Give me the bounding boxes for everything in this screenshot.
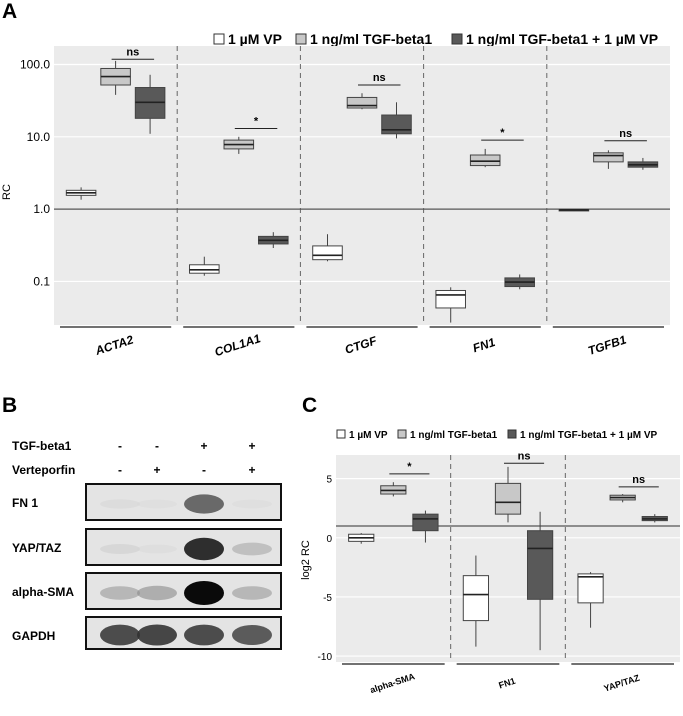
blot-treatment-mark: + (248, 439, 255, 453)
c-box-vp (577, 573, 604, 604)
blot-band (184, 624, 224, 646)
legend-c-label-tgf: 1 ng/ml TGF-beta1 (410, 430, 498, 441)
c-facet-label: alpha-SMA (369, 671, 417, 695)
a-facet-label: ACTA2 (93, 332, 136, 358)
legend-c-label-vp: 1 µM VP (349, 430, 388, 441)
c-y-tick-label: -10 (318, 652, 333, 663)
a-facet-label: FN1 (471, 335, 497, 355)
legend-c-swatch-vp (336, 429, 346, 439)
legend-a-swatch-combo (451, 33, 463, 45)
a-box-tgf (593, 152, 624, 163)
panel-a-legend: 1 µM VP 1 ng/ml TGF-beta1 1 ng/ml TGF-be… (213, 31, 658, 47)
blot-band (100, 624, 140, 646)
a-box-tgf (346, 96, 378, 109)
blot-treatment-mark: + (200, 439, 207, 453)
panel-a-label: A (2, 0, 17, 23)
panel-c-chart: 1 µM VP 1 ng/ml TGF-beta1 1 ng/ml TGF-be… (300, 429, 680, 695)
blot-band-label-gapdh: GAPDH (12, 629, 55, 643)
blot-band (184, 537, 224, 561)
a-significance-label: ns (619, 128, 632, 140)
blot-band-label-asma: alpha-SMA (12, 585, 74, 599)
panel-b-blot: TGF-beta1 Verteporfin FN 1 YAP/TAZ alpha… (12, 439, 282, 650)
blot-band (137, 585, 177, 601)
c-significance-label: ns (518, 450, 531, 462)
blot-treatment-mark: + (248, 463, 255, 477)
c-facet-label: FN1 (497, 676, 516, 691)
panel-c-legend: 1 µM VP 1 ng/ml TGF-beta1 1 ng/ml TGF-be… (336, 429, 658, 441)
blot-band (232, 625, 272, 645)
a-facet-label: TGFB1 (586, 332, 628, 358)
c-box-vp (462, 575, 490, 622)
blot-treatment-label-vp: Verteporfin (12, 463, 75, 477)
legend-c-label-combo: 1 ng/ml TGF-beta1 + 1 µM VP (520, 430, 658, 441)
blot-band (184, 494, 224, 514)
blot-treatment-mark: - (118, 463, 122, 477)
a-facet-label: COL1A1 (213, 331, 263, 359)
a-box-vp (312, 245, 343, 261)
a-box-combo (381, 114, 412, 135)
blot-band-label-yaptaz: YAP/TAZ (12, 541, 61, 555)
c-y-tick-label: -5 (323, 593, 332, 604)
a-significance-label: ns (126, 46, 139, 58)
blot-band-label-fn1: FN 1 (12, 496, 38, 510)
legend-a-label-combo: 1 ng/ml TGF-beta1 + 1 µM VP (466, 31, 658, 47)
a-y-tick-label: 100.0 (20, 57, 50, 71)
a-significance-label: * (254, 116, 259, 128)
a-facet-label: CTGF (343, 333, 379, 357)
a-box-vp (435, 289, 466, 309)
c-box-combo (526, 530, 554, 600)
legend-a-label-tgf: 1 ng/ml TGF-beta1 (310, 31, 432, 47)
c-facet-label: YAP/TAZ (603, 673, 642, 694)
panel-c-label: C (302, 394, 317, 417)
legend-a-label-vp: 1 µM VP (228, 31, 282, 47)
c-box-combo (412, 513, 439, 532)
c-box-tgf (494, 482, 522, 515)
blot-strip (85, 483, 282, 521)
blot-band (232, 542, 272, 556)
legend-c-swatch-combo (507, 429, 517, 439)
blot-treatment-mark: - (202, 463, 206, 477)
c-significance-label: ns (632, 474, 645, 486)
panel-c-y-title: log2 RC (300, 540, 312, 580)
c-y-tick-label: 0 (326, 534, 332, 545)
blot-band (137, 499, 177, 509)
legend-a-swatch-tgf (295, 33, 307, 45)
blot-band (137, 624, 177, 646)
a-y-tick-label: 0.1 (33, 274, 50, 288)
panel-b-label: B (2, 394, 17, 417)
blot-band (232, 586, 272, 600)
legend-c-swatch-tgf (397, 429, 407, 439)
blot-treatment-mark: + (153, 463, 160, 477)
blot-band (100, 499, 140, 509)
panel-a-chart: 1 µM VP 1 ng/ml TGF-beta1 1 ng/ml TGF-be… (1, 31, 670, 359)
c-y-tick-label: 5 (326, 475, 332, 486)
blot-band (100, 586, 140, 600)
a-box-tgf (469, 154, 501, 167)
blot-treatment-mark: - (155, 439, 159, 453)
a-significance-label: ns (373, 72, 386, 84)
blot-treatment-label-tgf: TGF-beta1 (12, 439, 72, 453)
blot-band (137, 544, 177, 554)
c-significance-label: * (407, 461, 412, 473)
a-y-tick-label: 1.0 (33, 202, 50, 216)
blot-treatment-mark: - (118, 439, 122, 453)
panel-a-y-title: RC (1, 184, 13, 200)
legend-a-swatch-vp (213, 33, 225, 45)
a-y-tick-label: 10.0 (27, 130, 51, 144)
blot-band (100, 544, 140, 554)
blot-band (184, 581, 224, 605)
a-significance-label: * (500, 127, 505, 139)
blot-band (232, 499, 272, 509)
